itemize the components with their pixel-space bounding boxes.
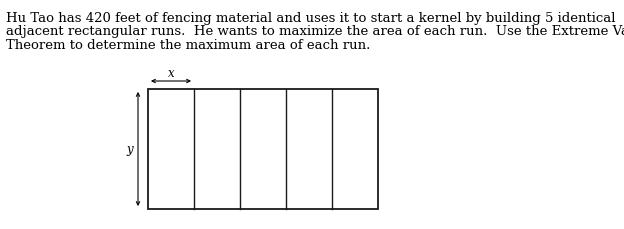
Text: y: y: [127, 143, 134, 156]
Bar: [148, 90, 378, 209]
Text: x: x: [168, 67, 174, 80]
Text: adjacent rectangular runs.  He wants to maximize the area of each run.  Use the : adjacent rectangular runs. He wants to m…: [6, 25, 624, 38]
Text: Hu Tao has 420 feet of fencing material and uses it to start a kernel by buildin: Hu Tao has 420 feet of fencing material …: [6, 12, 615, 25]
Text: Theorem to determine the maximum area of each run.: Theorem to determine the maximum area of…: [6, 39, 371, 52]
